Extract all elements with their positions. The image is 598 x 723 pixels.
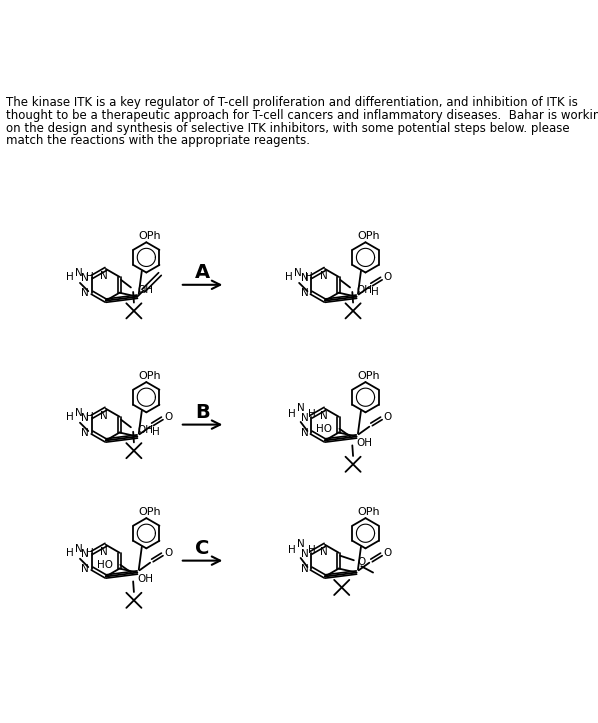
Text: N: N	[81, 563, 89, 573]
Text: N: N	[75, 408, 83, 418]
Text: OH: OH	[137, 574, 153, 584]
Text: H: H	[66, 272, 74, 282]
Text: H: H	[66, 411, 74, 422]
Text: N: N	[319, 411, 327, 421]
Text: O: O	[383, 548, 392, 558]
Text: OPh: OPh	[357, 371, 380, 381]
Text: N: N	[81, 273, 89, 283]
Text: O: O	[357, 557, 365, 567]
Text: N: N	[297, 539, 304, 549]
Text: H: H	[285, 272, 293, 282]
Text: OPh: OPh	[138, 231, 161, 241]
Text: N: N	[301, 563, 309, 573]
Text: B: B	[195, 403, 210, 422]
Text: N: N	[297, 403, 304, 413]
Text: N: N	[100, 270, 108, 281]
Text: N: N	[301, 413, 309, 423]
Text: OH: OH	[356, 285, 373, 295]
Text: OH: OH	[137, 424, 153, 435]
Text: N: N	[301, 273, 309, 283]
Text: HO: HO	[316, 424, 332, 434]
Text: H: H	[86, 272, 94, 282]
Text: N: N	[294, 268, 302, 278]
Text: O: O	[164, 412, 172, 422]
Text: C: C	[196, 539, 210, 558]
Text: OPh: OPh	[357, 231, 380, 241]
Text: N: N	[301, 288, 309, 298]
Text: H: H	[308, 408, 316, 419]
Text: N: N	[75, 268, 83, 278]
Text: N: N	[319, 270, 327, 281]
Text: match the reactions with the appropriate reagents.: match the reactions with the appropriate…	[6, 134, 310, 147]
Text: N: N	[301, 549, 309, 559]
Text: H: H	[86, 411, 94, 422]
Text: H: H	[308, 544, 316, 555]
Text: O: O	[383, 272, 392, 282]
Text: N: N	[100, 411, 108, 421]
Text: thought to be a therapeutic approach for T-cell cancers and inflammatory disease: thought to be a therapeutic approach for…	[6, 108, 598, 121]
Text: O: O	[383, 412, 392, 422]
Text: O: O	[164, 548, 172, 558]
Text: N: N	[301, 427, 309, 437]
Text: H: H	[86, 548, 94, 557]
Text: N: N	[81, 413, 89, 423]
Text: H: H	[305, 272, 313, 282]
Text: The kinase ITK is a key regulator of T-cell proliferation and differentiation, a: The kinase ITK is a key regulator of T-c…	[6, 96, 578, 109]
Text: H: H	[152, 427, 160, 437]
Text: N: N	[100, 547, 108, 557]
Text: N: N	[81, 549, 89, 559]
Text: A: A	[195, 263, 210, 282]
Text: H: H	[288, 408, 296, 419]
Text: on the design and synthesis of selective ITK inhibitors, with some potential ste: on the design and synthesis of selective…	[6, 121, 570, 134]
Text: H: H	[288, 544, 296, 555]
Text: OH: OH	[137, 285, 153, 295]
Text: N: N	[75, 544, 83, 554]
Text: N: N	[81, 427, 89, 437]
Text: N: N	[319, 547, 327, 557]
Text: OPh: OPh	[138, 507, 161, 517]
Text: H: H	[371, 287, 379, 297]
Text: N: N	[81, 288, 89, 298]
Text: OPh: OPh	[357, 507, 380, 517]
Text: HO: HO	[97, 560, 113, 570]
Text: OPh: OPh	[138, 371, 161, 381]
Text: H: H	[66, 548, 74, 557]
Text: OH: OH	[356, 438, 373, 448]
